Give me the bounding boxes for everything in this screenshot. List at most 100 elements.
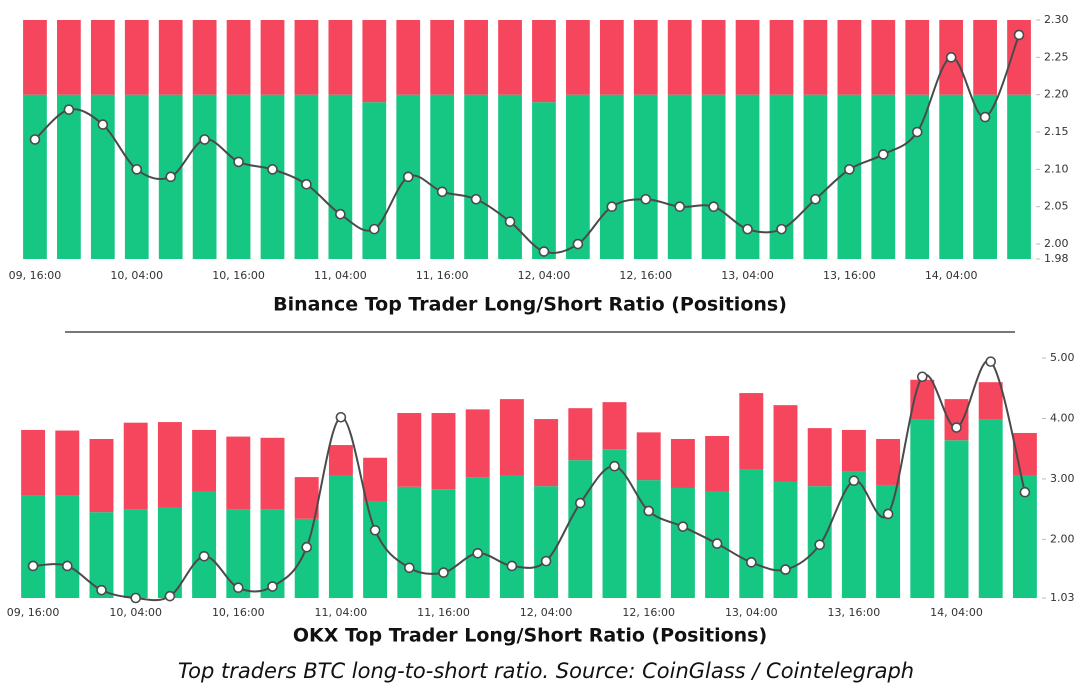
bar-segment [978,382,1003,420]
bar-segment [226,20,251,95]
bar-segment [396,20,421,95]
x-tick-label: 12, 16:00 [619,269,672,282]
bar-segment [532,102,556,259]
bar-segment [158,20,183,95]
bar-segment [532,20,556,103]
ratio-point [165,171,176,183]
ratio-point [368,223,380,235]
bar-segment [944,399,969,441]
ratio-point [677,521,689,532]
bar-segment [431,489,456,598]
ratio-point [301,541,313,553]
ratio-point [130,592,141,604]
bar-segment [328,475,353,598]
y-tick-label: 5.00 [1050,351,1075,364]
bar-segment [534,486,559,598]
bar-segment [363,457,388,502]
ratio-point [844,164,855,175]
ratio-point [814,539,826,551]
ratio-point [745,557,757,568]
bar-segment [910,419,935,598]
x-tick-label: 09, 16:00 [7,606,60,619]
bar-segment [871,20,896,95]
x-tick-label: 12, 04:00 [520,606,573,619]
ratio-point [29,134,41,145]
ratio-point [233,582,244,594]
x-tick-label: 14, 04:00 [930,606,983,619]
bar-segment [89,512,114,598]
ratio-point [96,584,107,596]
ratio-point [916,371,928,383]
bar-segment [157,507,182,598]
ratio-point [882,508,894,520]
bar-segment [705,435,730,491]
bar-segment [21,495,46,598]
bar-segment [294,477,319,519]
bar-segment [769,94,794,259]
bar-segment [602,449,627,598]
ratio-point [506,560,518,572]
x-tick-label: 14, 04:00 [925,269,978,282]
y-tick-label: 2.30 [1044,13,1069,26]
bar-segment [192,20,217,95]
x-tick-label: 10, 04:00 [109,606,162,619]
bar-segment [328,445,353,476]
bar-segment [534,419,559,487]
ratio-point [640,193,652,205]
bar-segment [192,94,217,259]
bar-segment [328,94,353,259]
bar-segment [670,439,695,488]
bar-segment [55,495,80,598]
ratio-point [951,422,962,433]
y-tick-label: 1.98 [1044,252,1069,265]
ratio-point [267,581,278,592]
ratio-point [945,52,957,63]
x-tick-label: 13, 16:00 [823,269,876,282]
y-tick-label: 2.15 [1044,125,1069,138]
bar-segment [192,490,217,598]
bar-segment [397,486,422,598]
x-tick-label: 10, 16:00 [212,606,265,619]
ratio-point [199,134,210,145]
ratio-point [606,201,618,213]
bar-segment [498,94,522,259]
bar-segment [876,439,901,485]
bar-segment [499,399,524,476]
bar-segment [636,480,661,598]
bar-segment [735,94,760,259]
bar-segment [157,422,182,508]
y-tick-label: 4.00 [1050,411,1075,424]
bar-segment [260,509,285,598]
bar-segment [841,471,866,598]
bar-segment [465,477,490,598]
bar-segment [498,20,522,95]
caption: Top traders BTC long-to-short ratio. Sou… [178,659,914,683]
ratio-point [540,555,552,567]
x-tick-label: 11, 04:00 [315,606,368,619]
ratio-point [674,201,686,213]
bar-segment [294,20,319,95]
ratio-point [164,590,176,602]
x-tick-label: 11, 16:00 [417,606,470,619]
bar-segment [670,487,695,598]
bar-segment [124,94,149,259]
bar-segment [90,20,115,95]
bar-segment [769,20,794,95]
bar-segment [633,94,658,259]
bar-segment [735,20,760,95]
bar-segment [568,408,593,461]
ratio-point [504,216,516,227]
bar-segment [739,393,764,470]
bar-segment [773,405,798,482]
chart-title: OKX Top Trader Long/Short Ratio (Positio… [293,625,767,647]
bar-segment [701,20,726,95]
bar-segment [1012,475,1037,598]
ratio-point [911,126,923,138]
ratio-point [708,201,719,213]
ratio-point [848,475,860,487]
bar-segment [837,20,862,95]
bar-segment [294,518,319,598]
bar-segment [568,460,593,598]
bar-segment [90,94,115,259]
bar-segment [939,94,964,259]
